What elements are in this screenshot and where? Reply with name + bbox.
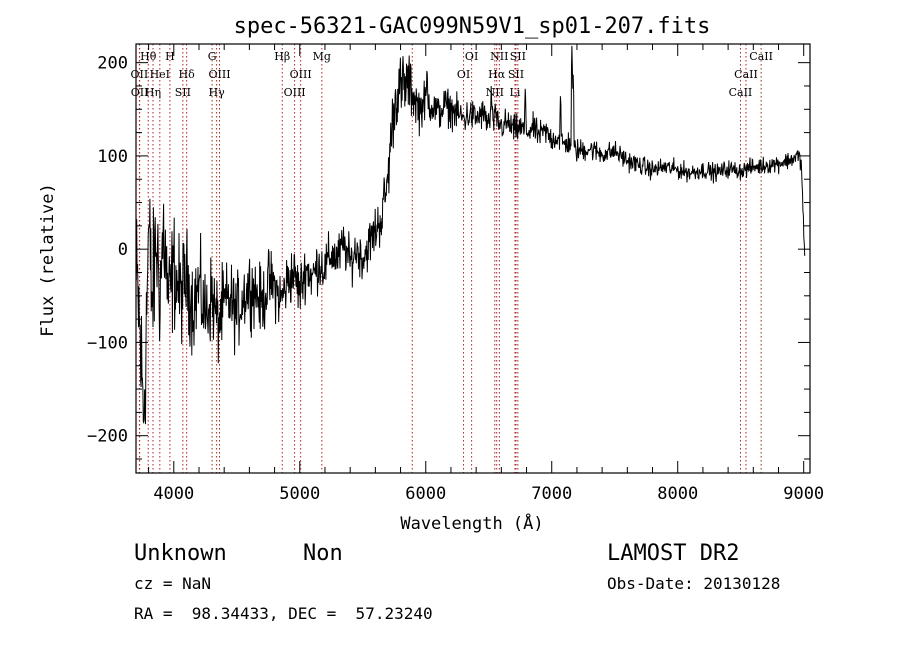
spectral-line-label: Hη (145, 86, 161, 99)
x-tick-label: 5000 (279, 484, 320, 504)
emission-line-markers (138, 44, 762, 473)
x-tick-label: 6000 (405, 484, 446, 504)
spectral-line-label: OI (465, 50, 478, 63)
y-tick-label: −200 (87, 427, 128, 447)
spectral-line-label: CaII (729, 86, 753, 99)
spectral-line-label: OI (457, 68, 470, 81)
spectral-line-label: CaII (734, 68, 758, 81)
spectral-line-label: CaII (749, 50, 773, 63)
spectral-line-label: HeI (150, 68, 170, 81)
redshift-value: cz = NaN (134, 574, 211, 593)
spectral-line-label: SII (508, 68, 524, 81)
x-tick-label: 7000 (531, 484, 572, 504)
survey-name: LAMOST DR2 (607, 541, 739, 566)
spectral-line-label: OII (131, 86, 149, 99)
chart-title: spec-56321-GAC099N59V1_sp01-207.fits (234, 14, 711, 39)
spectral-line-label: Hθ (140, 50, 157, 63)
x-tick-label: 4000 (153, 484, 194, 504)
spectral-line-label: G (208, 50, 217, 63)
spectrum-series-line (135, 45, 806, 425)
coordinates: RA = 98.34433, DEC = 57.23240 (134, 604, 433, 623)
spectral-line-label: OIII (290, 68, 312, 81)
plot-area: 4000 5000 6000 7000 8000 9000 −200 −100 0 100 200… (87, 43, 824, 504)
spectral-line-label: Hδ (179, 68, 196, 81)
observation-date: Obs-Date: 20130128 (607, 574, 780, 593)
spectral-line-label: Mg (313, 50, 331, 63)
spectral-subclass: Non (303, 541, 343, 566)
spectral-line-label: OII (131, 68, 149, 81)
spectral-line-label: SII (175, 86, 191, 99)
y-axis: −200 −100 0 100 200 (87, 54, 810, 460)
spectral-line-label: NII (486, 86, 504, 99)
x-axis-label: Wavelength (Å) (400, 512, 543, 534)
y-tick-label: 0 (118, 240, 128, 260)
spectral-class: Unknown (134, 541, 227, 566)
spectral-line-label: OIII (284, 86, 306, 99)
x-axis: 4000 5000 6000 7000 8000 9000 (148, 44, 824, 504)
spectral-line-label: NII (490, 50, 508, 63)
spectral-line-label: OIII (208, 68, 230, 81)
spectral-line-label: Li (510, 86, 521, 99)
spectral-line-label: Hα (488, 68, 506, 81)
x-tick-label: 9000 (783, 484, 824, 504)
y-axis-label: Flux (relative) (38, 183, 58, 337)
spectral-line-label: Hβ (274, 50, 290, 63)
x-tick-label: 8000 (657, 484, 698, 504)
y-tick-label: −100 (87, 333, 128, 353)
spectral-line-label: SII (510, 50, 526, 63)
spectral-line-label: Hγ (209, 86, 226, 99)
plot-frame (135, 43, 811, 474)
spectral-line-label: H (165, 50, 175, 63)
y-tick-label: 200 (97, 54, 128, 74)
y-tick-label: 100 (97, 147, 128, 167)
